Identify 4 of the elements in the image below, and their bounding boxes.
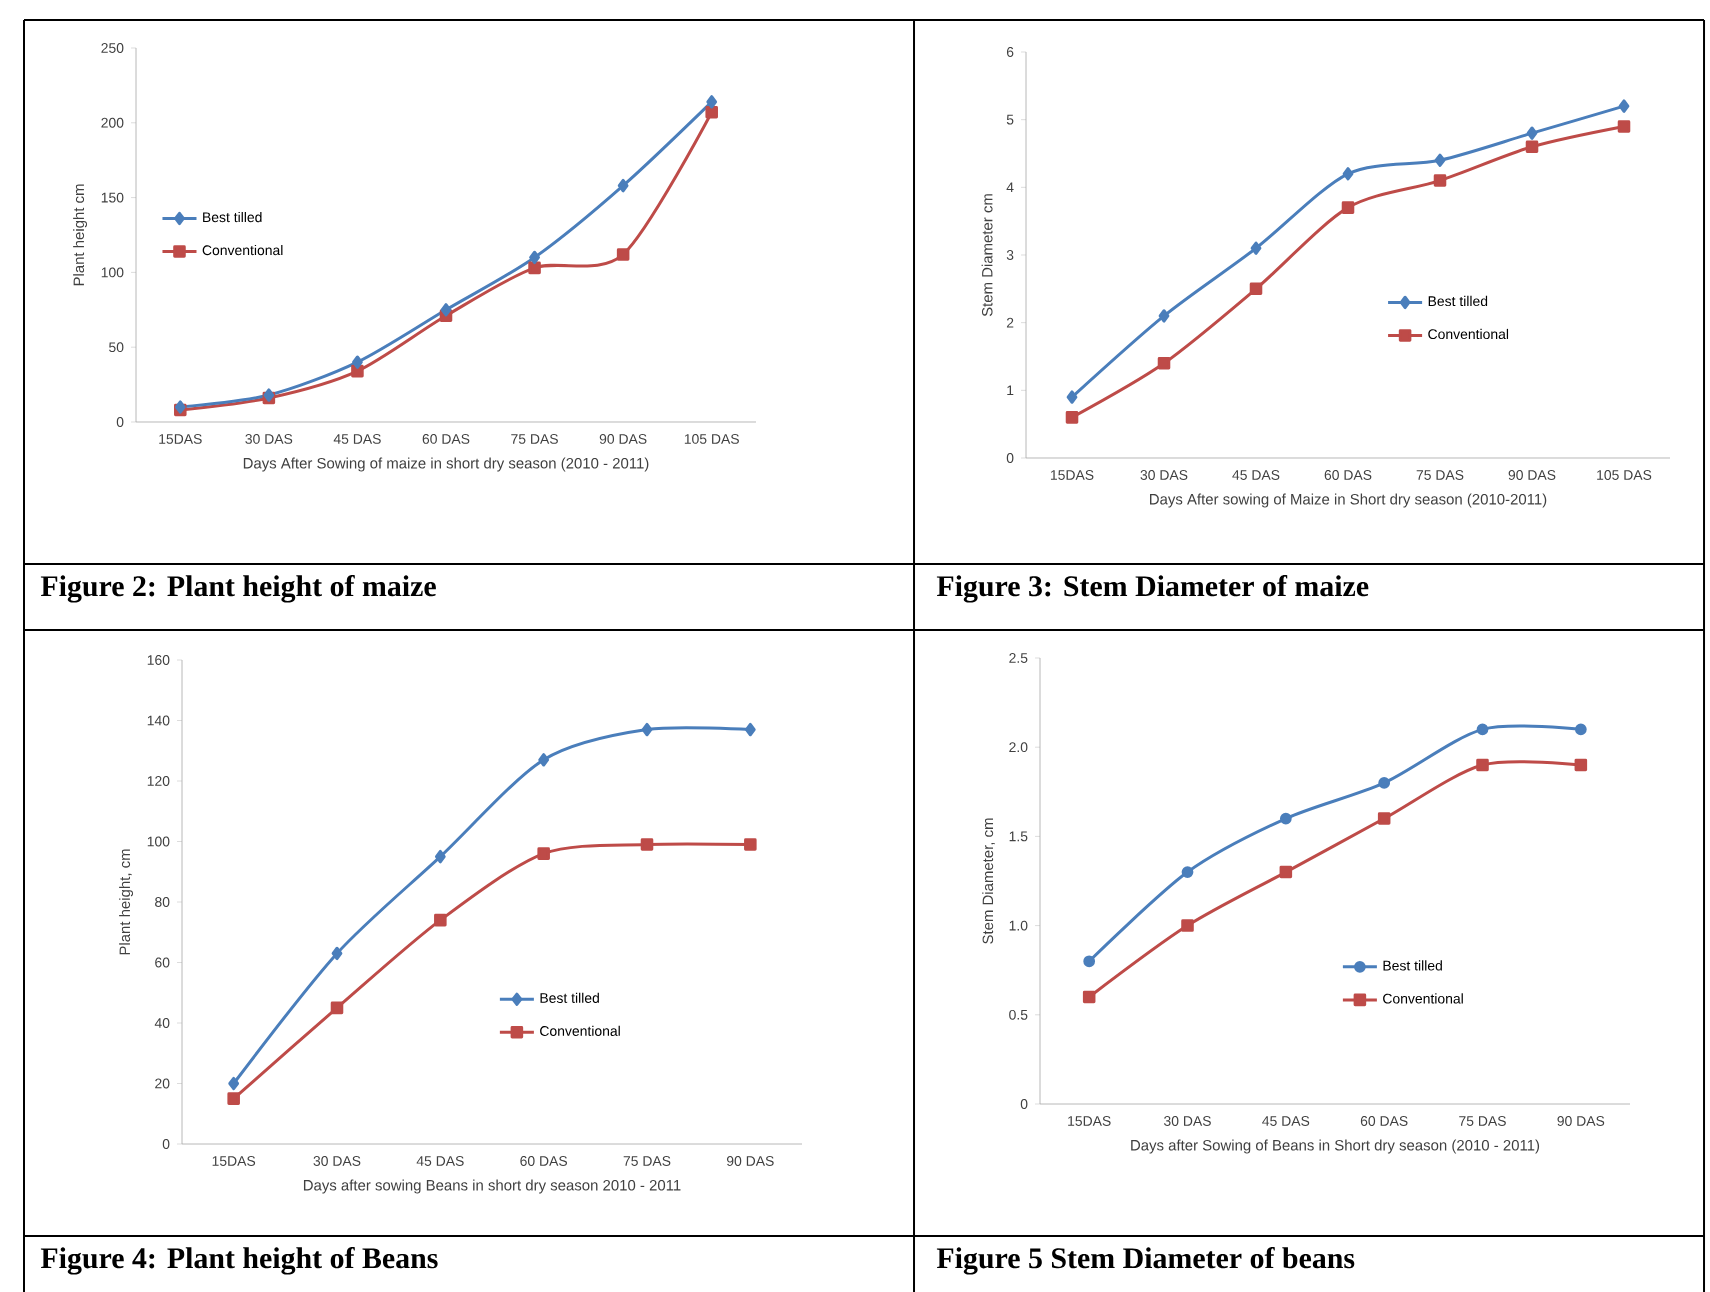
caption: Figure 4: Plant height of Beans [40, 1246, 438, 1275]
caption: Figure 3: Stem Diameter of maize [936, 574, 1369, 603]
caption: Figure 5 Stem Diameter of beans [936, 1246, 1355, 1275]
caption: Figure 2: Plant height of maize [40, 574, 436, 603]
